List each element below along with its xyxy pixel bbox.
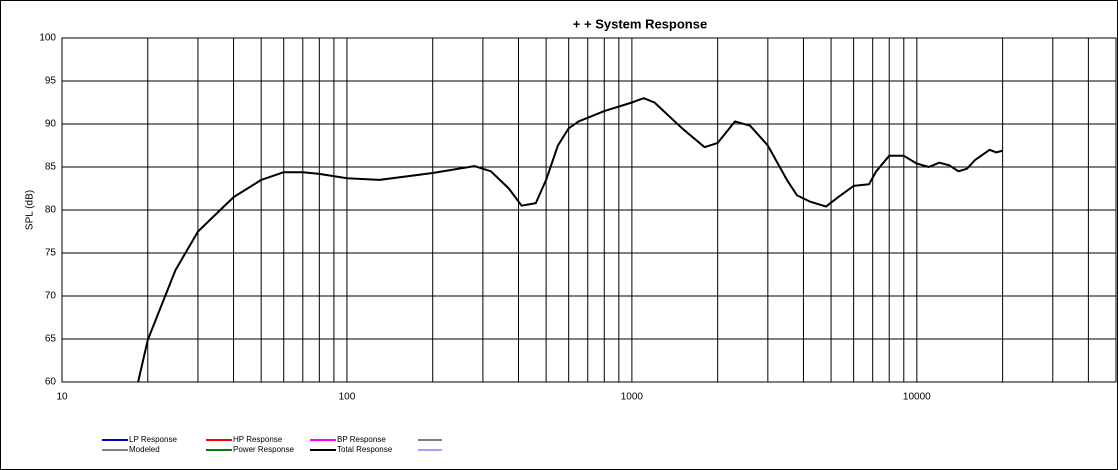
y-tick-label: 90	[45, 119, 57, 130]
chart-title: + + System Response	[573, 16, 707, 31]
y-tick-label: 95	[45, 76, 57, 87]
y-tick-label: 100	[39, 33, 56, 44]
y-tick-label: 85	[45, 162, 57, 173]
series-line	[137, 97, 1003, 383]
legend-label: Total Response	[337, 445, 393, 454]
x-tick-label: 10	[56, 392, 68, 403]
y-tick-label: 70	[45, 291, 57, 302]
legend-label: Modeled	[129, 445, 160, 454]
y-axis-label: SPL (dB)	[25, 190, 36, 230]
legend-label: Power Response	[233, 445, 294, 454]
y-tick-label: 60	[45, 377, 57, 388]
y-tick-label: 65	[45, 334, 57, 345]
x-tick-label: 10000	[903, 392, 931, 403]
legend-label: HP Response	[233, 435, 283, 444]
y-tick-label: 80	[45, 205, 57, 216]
x-tick-label: 100	[339, 392, 356, 403]
x-tick-label: 1000	[621, 392, 644, 403]
y-tick-label: 75	[45, 248, 57, 259]
legend-label: LP Response	[129, 435, 177, 444]
legend-label: BP Response	[337, 435, 386, 444]
